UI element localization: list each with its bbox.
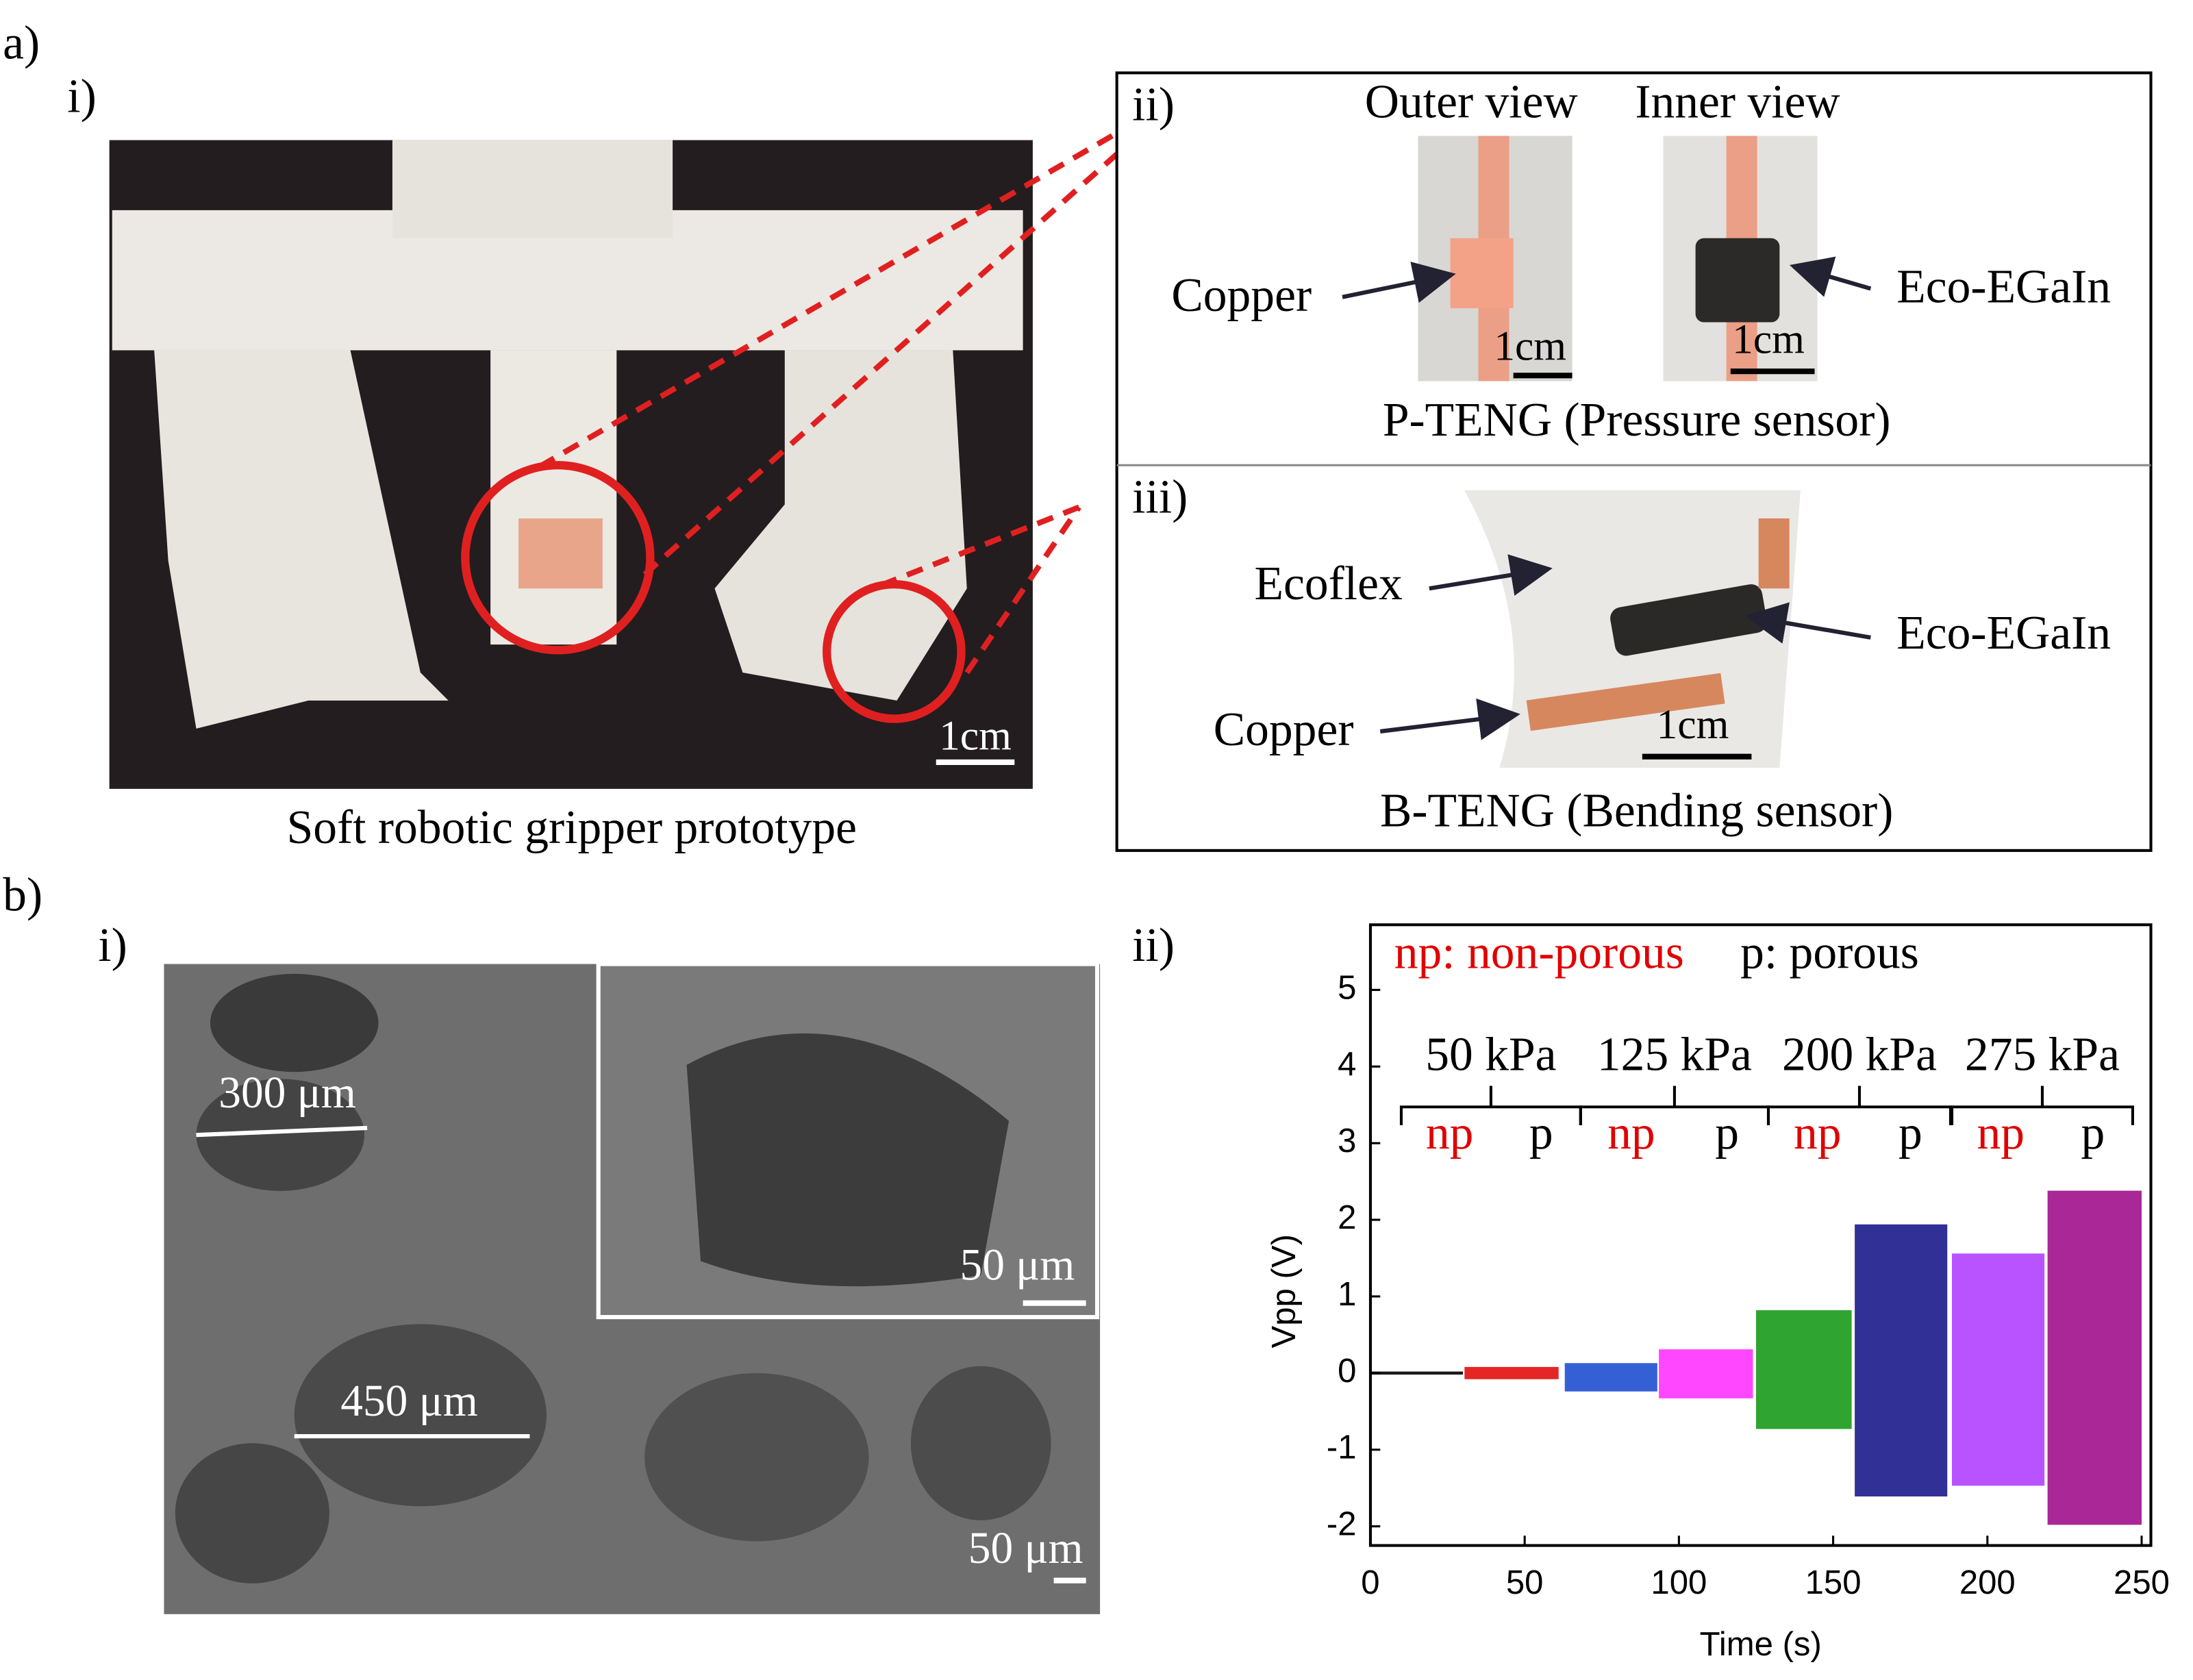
sem-image	[164, 962, 1101, 1614]
zoom-lines	[538, 130, 1119, 675]
signal-band	[1564, 1363, 1657, 1392]
group-label: 125 kPa	[1597, 1029, 1752, 1081]
plot-frame	[1368, 923, 2153, 1547]
subpanel-label: ii)	[1132, 79, 1175, 131]
signal-band	[2047, 1190, 2142, 1525]
scale-bar-label: 1cm	[1732, 316, 1805, 362]
y-axis-label: Vpp (V)	[1266, 1234, 1303, 1348]
scale-bar-label: 1cm	[939, 712, 1012, 759]
panel-label: a)	[3, 17, 40, 70]
annotation: Eco-EGaIn	[1896, 261, 2111, 314]
bracket	[1950, 1086, 2134, 1125]
group-label: 200 kPa	[1782, 1029, 1937, 1081]
x-axis-label: Time (s)	[1700, 1626, 1822, 1663]
signal-band	[1659, 1349, 1753, 1399]
x-tick-label: 50	[1506, 1564, 1544, 1601]
subpanel-label: iii)	[1132, 471, 1188, 523]
arrow	[1789, 256, 1872, 297]
caption: B-TENG (Bending sensor)	[1380, 785, 1893, 838]
signal-band	[1855, 1224, 1948, 1496]
gripper-photo: 1cm	[109, 140, 1033, 789]
y-tick-label: 4	[1338, 1046, 1356, 1083]
scale-bar-label: 1cm	[1657, 701, 1729, 748]
caption: Soft robotic gripper prototype	[287, 801, 857, 854]
legend-entry: p: porous	[1740, 926, 1919, 979]
y-tick-label: 1	[1338, 1276, 1356, 1313]
signal-band	[1464, 1366, 1559, 1379]
y-tick-label: 5	[1338, 969, 1356, 1006]
signal-band	[1370, 1371, 1464, 1375]
arrow	[1744, 602, 1871, 644]
scale-bar-label: 50 μm	[960, 1241, 1075, 1290]
subpanel-label: i)	[98, 919, 127, 972]
pore-label: 450 μm	[340, 1377, 478, 1426]
y-tick-label: 2	[1338, 1199, 1356, 1236]
segment-label: np	[1977, 1107, 2025, 1159]
x-tick-label: 200	[1959, 1564, 2016, 1601]
segment-label: np	[1607, 1107, 1655, 1159]
group-label: 275 kPa	[1965, 1029, 2120, 1081]
subpanel-label: ii)	[1132, 919, 1175, 972]
y-tick-label: -1	[1327, 1429, 1357, 1466]
legend-entry: np: non-porous	[1394, 926, 1684, 979]
arrow	[1429, 554, 1553, 596]
caption: P-TENG (Pressure sensor)	[1383, 394, 1891, 447]
y-tick-label: -2	[1327, 1506, 1357, 1543]
annotation: Copper	[1171, 269, 1312, 322]
pore-label: 300 μm	[218, 1068, 356, 1118]
signal-band	[1952, 1253, 2045, 1486]
segment-label: np	[1426, 1107, 1474, 1159]
y-tick-label: 3	[1338, 1123, 1356, 1159]
signal-band	[1755, 1310, 1852, 1429]
x-tick-label: 100	[1651, 1564, 1707, 1601]
arrow	[1342, 262, 1456, 303]
annotation: Copper	[1214, 703, 1354, 756]
chart: 0 50 100 150 200 250 -2 -1 0 1 2 3 4 5 Time (s) Vpp (V)…	[1266, 923, 2170, 1663]
panel-label: b)	[3, 868, 42, 921]
segment-label: p	[1898, 1107, 1922, 1159]
group-label: 50 kPa	[1425, 1029, 1556, 1081]
bteng-photo	[1464, 490, 1801, 768]
annotation: Ecoflex	[1254, 557, 1402, 610]
x-tick-label: 150	[1805, 1564, 1862, 1601]
x-tick-label: 0	[1361, 1564, 1379, 1601]
ptend-photos	[1418, 136, 1818, 381]
view-label: Inner view	[1635, 75, 1840, 128]
segment-label: p	[2081, 1107, 2105, 1159]
x-tick-label: 250	[2114, 1564, 2170, 1601]
inset-box	[1115, 71, 2153, 852]
view-label: Outer view	[1365, 75, 1578, 128]
segment-label: p	[1715, 1107, 1739, 1159]
scale-bar-label: 1cm	[1494, 323, 1566, 370]
annotation: Eco-EGaIn	[1896, 607, 2111, 660]
arrow	[1379, 698, 1520, 740]
y-tick-label: 0	[1338, 1353, 1356, 1390]
segment-label: np	[1794, 1107, 1842, 1159]
subpanel-label: i)	[67, 70, 96, 123]
scale-bar-label: 50 μm	[968, 1524, 1083, 1573]
segment-label: p	[1529, 1107, 1553, 1159]
